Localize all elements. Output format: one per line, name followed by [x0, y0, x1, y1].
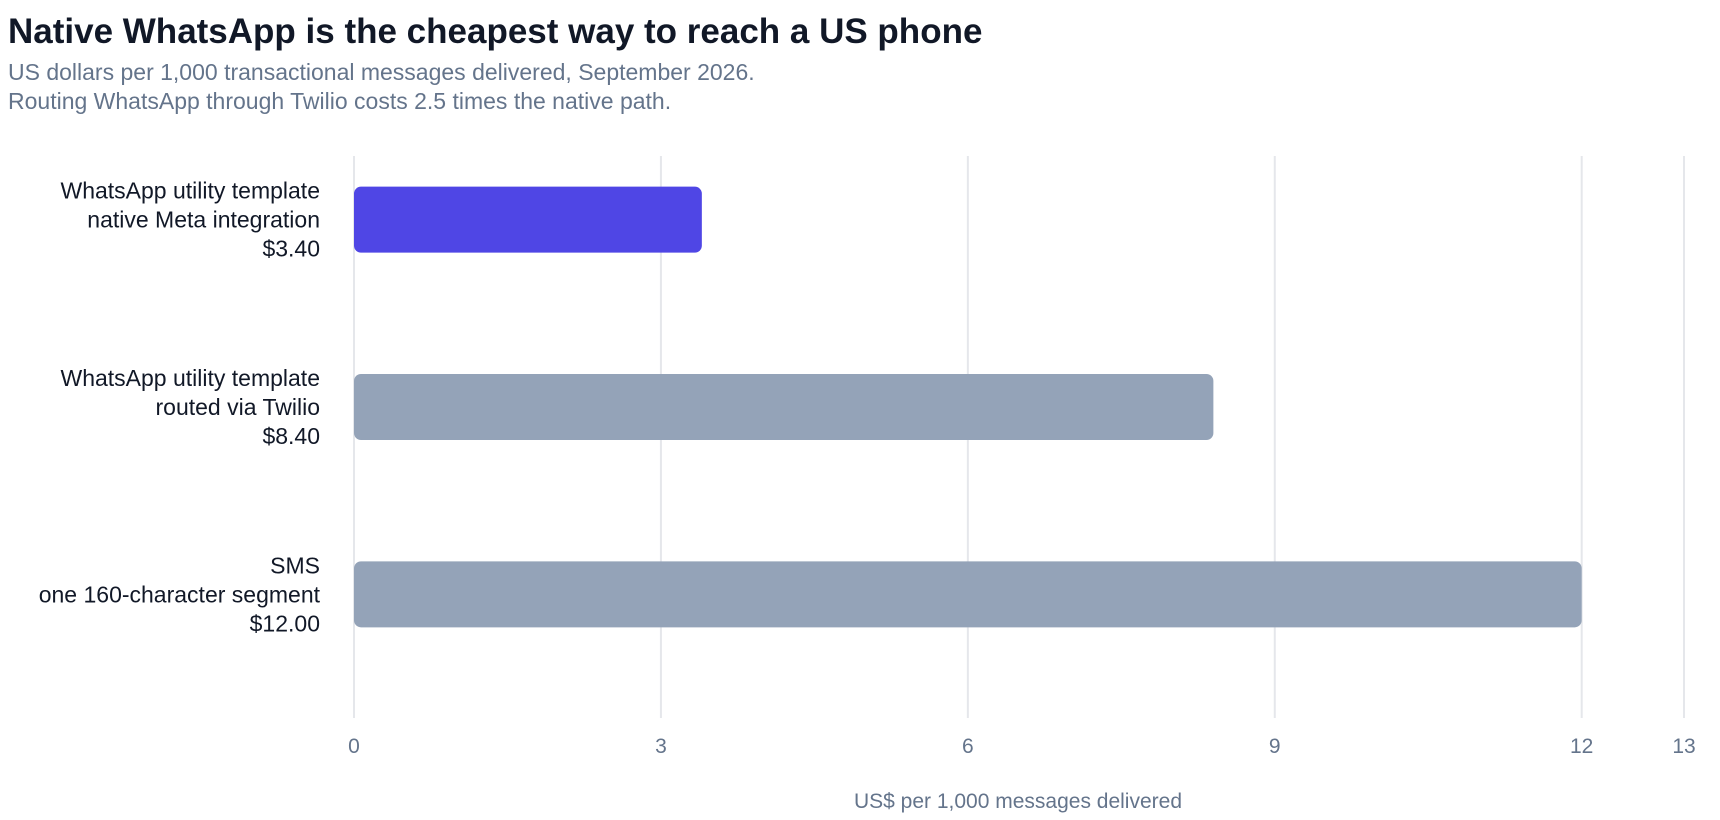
category-label-line: SMS	[270, 552, 320, 578]
category-labels: WhatsApp utility template native Meta int…	[39, 178, 321, 637]
x-tick-label: 9	[1269, 735, 1281, 758]
x-axis-title: US$ per 1,000 messages delivered	[854, 790, 1182, 813]
subtitle-line-2: Routing WhatsApp through Twilio costs 2.…	[8, 88, 672, 114]
x-tick-label: 6	[962, 735, 974, 758]
category-label-line: native Meta integration	[87, 207, 320, 233]
category-label-line: one 160-character segment	[39, 581, 321, 607]
bar	[354, 374, 1214, 440]
bar-value-label: $12.00	[250, 610, 320, 636]
chart-title: Native WhatsApp is the cheapest way to r…	[8, 12, 983, 51]
x-tick-label: 12	[1570, 735, 1593, 758]
bar	[354, 561, 1582, 628]
chart-subtitle: US dollars per 1,000 transactional messa…	[8, 58, 755, 116]
bar-value-label: $3.40	[262, 236, 320, 262]
x-tick-label: 13	[1672, 735, 1695, 758]
category-label: WhatsApp utility template routed via Twil…	[60, 365, 320, 449]
x-tick-label: 0	[348, 735, 360, 758]
category-label: WhatsApp utility template native Meta int…	[60, 178, 320, 262]
x-tick-label: 3	[655, 735, 667, 758]
category-label-line: routed via Twilio	[156, 394, 321, 420]
bar	[354, 186, 702, 253]
category-label: SMS one 160-character segment $12.00	[39, 552, 321, 636]
subtitle-line-1: US dollars per 1,000 transactional messa…	[8, 59, 755, 85]
category-label-line: WhatsApp utility template	[60, 365, 320, 391]
x-axis-ticks: 0 3 6 9 12 13	[348, 735, 1696, 758]
bar-value-label: $8.40	[262, 423, 320, 449]
bars	[354, 186, 1582, 628]
category-label-line: WhatsApp utility template	[60, 178, 320, 204]
